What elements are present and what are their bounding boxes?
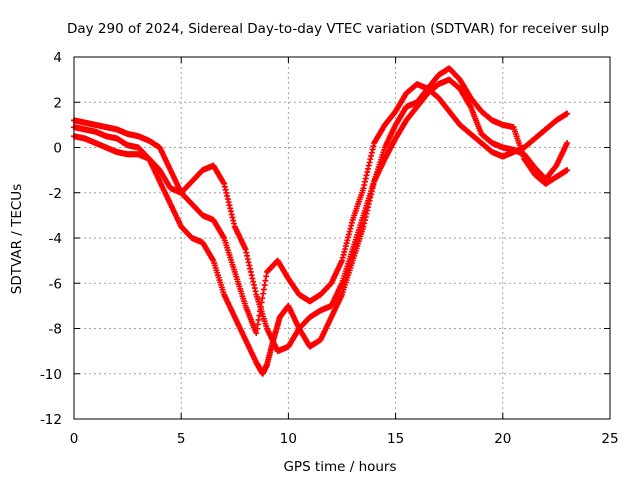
y-tick-label: -10	[40, 367, 62, 383]
x-tick-label: 10	[280, 431, 297, 447]
y-tick-label: 4	[53, 50, 62, 66]
grid	[74, 57, 610, 419]
y-tick-label: 2	[53, 95, 62, 111]
series-track-3	[71, 81, 571, 337]
data-marks	[71, 65, 571, 377]
x-axis-label: GPS time / hours	[283, 459, 396, 475]
chart-title: Day 290 of 2024, Sidereal Day-to-day VTE…	[67, 21, 609, 37]
y-tick-label: -8	[49, 322, 62, 338]
y-axis-label: SDTVAR / TECUs	[9, 184, 25, 294]
x-tick-label: 25	[601, 431, 618, 447]
data-point	[564, 110, 571, 117]
x-tick-label: 0	[70, 431, 79, 447]
y-tick-label: 0	[53, 141, 62, 157]
y-tick-label: -6	[49, 276, 62, 292]
axis-ticks: 0 5 10 15 20 25 -12 -10 -8 -6 -4 -2 0 2 4	[40, 50, 619, 447]
y-tick-label: -2	[49, 186, 62, 202]
x-tick-label: 15	[387, 431, 404, 447]
y-tick-label: -4	[49, 231, 62, 247]
x-tick-label: 5	[177, 431, 186, 447]
y-tick-label: -12	[40, 412, 62, 428]
data-point	[564, 139, 571, 146]
x-tick-label: 20	[494, 431, 511, 447]
series-track-2	[71, 76, 571, 355]
data-point	[564, 167, 571, 174]
series-track-1	[71, 65, 571, 377]
